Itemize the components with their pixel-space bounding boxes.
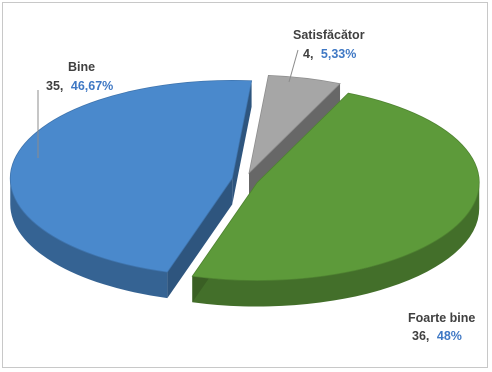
pie-slice-satisfacator	[248, 74, 341, 175]
label-satisfacator-values: 4, 5,33%	[303, 47, 356, 61]
pie-wall-bine-1	[232, 80, 252, 205]
label-foarte-bine-name: Foarte bine	[408, 311, 475, 325]
label-satisfacator-value: 4,	[303, 47, 313, 61]
label-bine-value: 35,	[46, 79, 63, 93]
label-foarte-bine-percent: 48%	[437, 329, 462, 343]
pie-slices	[9, 74, 480, 307]
leader-line-satisfacator	[288, 49, 299, 83]
label-foarte-bine-value: 36,	[412, 329, 429, 343]
pie-side-bine	[10, 178, 168, 299]
label-bine-percent: 46,67%	[71, 79, 113, 93]
pie-wall-bine-0	[167, 178, 233, 299]
label-satisfacator-name: Satisfăcător	[293, 28, 365, 42]
label-satisfacator-percent: 5,33%	[321, 47, 356, 61]
label-bine-name: Bine	[68, 60, 95, 74]
pie-side-foarte-bine	[192, 182, 480, 307]
pie-slice-bine	[9, 80, 253, 273]
pie-slice-foarte-bine	[191, 92, 480, 281]
label-bine-values: 35, 46,67%	[46, 79, 113, 93]
label-foarte-bine-values: 36, 48%	[412, 329, 462, 343]
